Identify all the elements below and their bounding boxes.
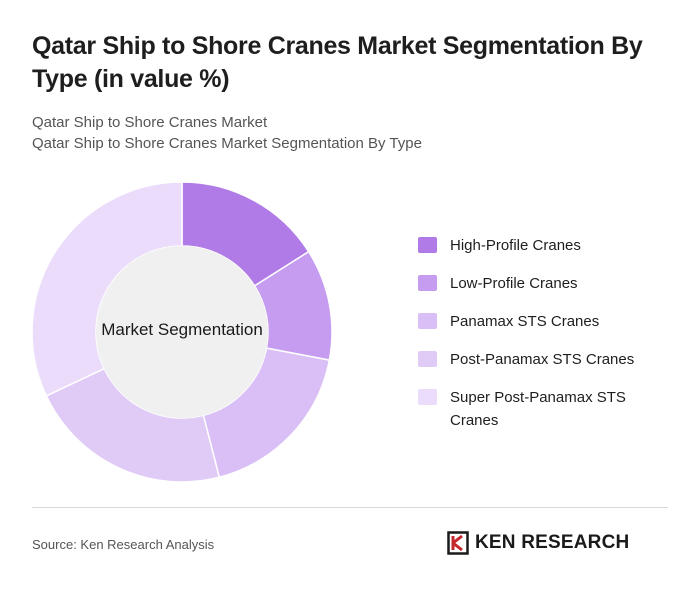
legend-swatch — [418, 275, 437, 291]
legend-item: High-Profile Cranes — [418, 234, 678, 257]
donut-chart — [31, 181, 333, 483]
source-note: Source: Ken Research Analysis — [32, 537, 215, 552]
legend-item: Panamax STS Cranes — [418, 310, 678, 333]
donut-center-label: Market Segmentation — [101, 320, 263, 339]
legend-label: High-Profile Cranes — [450, 237, 581, 254]
legend-label: Super Post-Panamax STS Cranes — [450, 389, 626, 429]
legend-item: Low-Profile Cranes — [418, 272, 678, 295]
legend-item: Post-Panamax STS Cranes — [418, 348, 678, 371]
legend-swatch — [418, 237, 437, 253]
donut-hole — [96, 246, 268, 418]
footer-divider — [32, 507, 668, 508]
legend-label: Post-Panamax STS Cranes — [450, 351, 635, 368]
ken-research-logo-icon — [447, 531, 469, 555]
chart-legend: High-Profile Cranes Low-Profile Cranes Pan… — [418, 234, 678, 447]
brand-name: KEN RESEARCH — [475, 532, 630, 553]
legend-swatch — [418, 351, 437, 367]
legend-item: Super Post-Panamax STS Cranes — [418, 386, 678, 432]
legend-label: Panamax STS Cranes — [450, 313, 600, 330]
legend-swatch — [418, 313, 437, 329]
chart-title: Qatar Ship to Shore Cranes Market Segmen… — [32, 32, 643, 93]
brand: KEN RESEARCH — [447, 531, 629, 555]
chart-subtitle-market: Qatar Ship to Shore Cranes Market — [32, 114, 268, 131]
legend-swatch — [418, 389, 437, 405]
chart-subtitle-segmentation: Qatar Ship to Shore Cranes Market Segmen… — [32, 135, 422, 152]
legend-label: Low-Profile Cranes — [450, 275, 578, 292]
